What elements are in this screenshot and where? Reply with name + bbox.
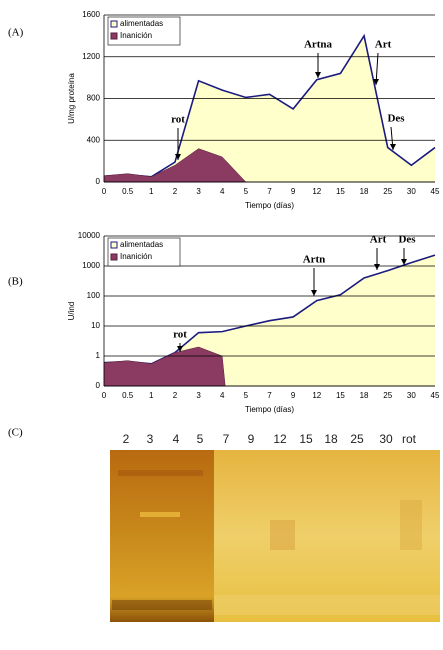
- lane-label: 5: [197, 432, 204, 446]
- x-tick-label: 3: [196, 187, 201, 196]
- panel-label: (A): [8, 27, 24, 39]
- x-tick-label: 18: [360, 187, 369, 196]
- legend-swatch: [110, 20, 118, 28]
- arrow-head: [401, 259, 407, 265]
- arrow-head: [373, 79, 379, 85]
- x-axis-title: Tiempo (días): [245, 405, 294, 414]
- lane-label: 18: [324, 432, 338, 446]
- legend-box: [107, 237, 181, 267]
- x-tick-label: 0: [102, 391, 107, 400]
- lane-label: 7: [223, 432, 230, 446]
- y-tick-label: 1: [96, 351, 101, 360]
- arrow-head: [311, 290, 317, 296]
- panel-label: (C): [8, 427, 23, 439]
- legend-box: [107, 16, 181, 46]
- x-axis-title: Tiempo (días): [245, 201, 294, 210]
- y-axis-title: U/ind: [67, 302, 76, 321]
- line: [103, 33, 436, 178]
- annotation: Artna: [304, 39, 333, 51]
- area: [103, 346, 226, 387]
- x-tick-label: 0.5: [122, 187, 134, 196]
- y-axis-title: U/mg proteína: [67, 73, 76, 124]
- x-tick-label: 1: [149, 391, 154, 400]
- x-tick-label: 0.5: [122, 391, 134, 400]
- y-tick-label: 1200: [82, 52, 100, 61]
- x-tick-label: 4: [220, 187, 225, 196]
- x-tick-label: 9: [291, 187, 296, 196]
- annotation: rot: [171, 114, 185, 126]
- annotation: Art: [375, 39, 392, 51]
- x-tick-label: 25: [383, 187, 392, 196]
- y-tick-label: 400: [87, 135, 101, 144]
- x-tick-label: 12: [312, 391, 321, 400]
- arrow-head: [374, 264, 380, 270]
- annotation: Des: [387, 113, 405, 125]
- x-tick-label: 4: [220, 391, 225, 400]
- lane-label: 30: [379, 432, 393, 446]
- annotation: Artn: [303, 254, 326, 266]
- lane-label: 4: [173, 432, 180, 446]
- y-tick-label: 800: [87, 94, 101, 103]
- x-tick-label: 2: [173, 187, 178, 196]
- x-tick-label: 30: [407, 187, 416, 196]
- x-tick-label: 2: [173, 391, 178, 400]
- arrow-head: [390, 144, 396, 150]
- y-tick-label: 1600: [82, 10, 100, 19]
- arrow-head: [315, 72, 321, 78]
- legend-swatch: [110, 253, 118, 261]
- y-tick-label: 0: [96, 177, 101, 186]
- x-tick-label: 9: [291, 391, 296, 400]
- panel-label: (B): [8, 276, 23, 288]
- y-tick-label: 10000: [78, 231, 101, 240]
- arrow-head: [177, 346, 183, 352]
- x-tick-label: 3: [196, 391, 201, 400]
- x-tick-label: 7: [267, 391, 272, 400]
- y-tick-label: 0: [96, 381, 101, 390]
- y-tick-label: 1000: [82, 261, 100, 270]
- legend-label: alimentadas: [120, 19, 163, 28]
- y-tick-label: 100: [87, 291, 101, 300]
- lane-label: 12: [273, 432, 287, 446]
- legend-swatch: [110, 32, 118, 40]
- x-tick-label: 45: [431, 391, 440, 400]
- area: [104, 35, 435, 182]
- annotation: Des: [398, 234, 416, 246]
- lane-label: 3: [147, 432, 154, 446]
- x-tick-label: 7: [267, 187, 272, 196]
- arrow-head: [175, 154, 181, 160]
- x-tick-label: 1: [149, 187, 154, 196]
- legend-label: alimentadas: [120, 240, 163, 249]
- lane-label: 2: [123, 432, 130, 446]
- annotation: Art: [370, 234, 387, 246]
- legend-label: Inanición: [120, 31, 152, 40]
- x-tick-label: 25: [383, 391, 392, 400]
- x-tick-label: 30: [407, 391, 416, 400]
- legend-label: Inanición: [120, 252, 152, 261]
- x-tick-label: 15: [336, 391, 345, 400]
- x-tick-label: 18: [360, 391, 369, 400]
- x-tick-label: 45: [431, 187, 440, 196]
- lane-label: 9: [248, 432, 255, 446]
- gel-image: [110, 450, 440, 622]
- lane-label: 15: [299, 432, 313, 446]
- x-tick-label: 12: [312, 187, 321, 196]
- x-tick-label: 5: [244, 187, 249, 196]
- y-tick-label: 10: [91, 321, 100, 330]
- annotation: rot: [173, 329, 187, 341]
- x-tick-label: 5: [244, 391, 249, 400]
- lane-label: rot: [402, 432, 417, 446]
- legend-swatch: [110, 241, 118, 249]
- x-tick-label: 15: [336, 187, 345, 196]
- lane-label: 25: [350, 432, 364, 446]
- x-tick-label: 0: [102, 187, 107, 196]
